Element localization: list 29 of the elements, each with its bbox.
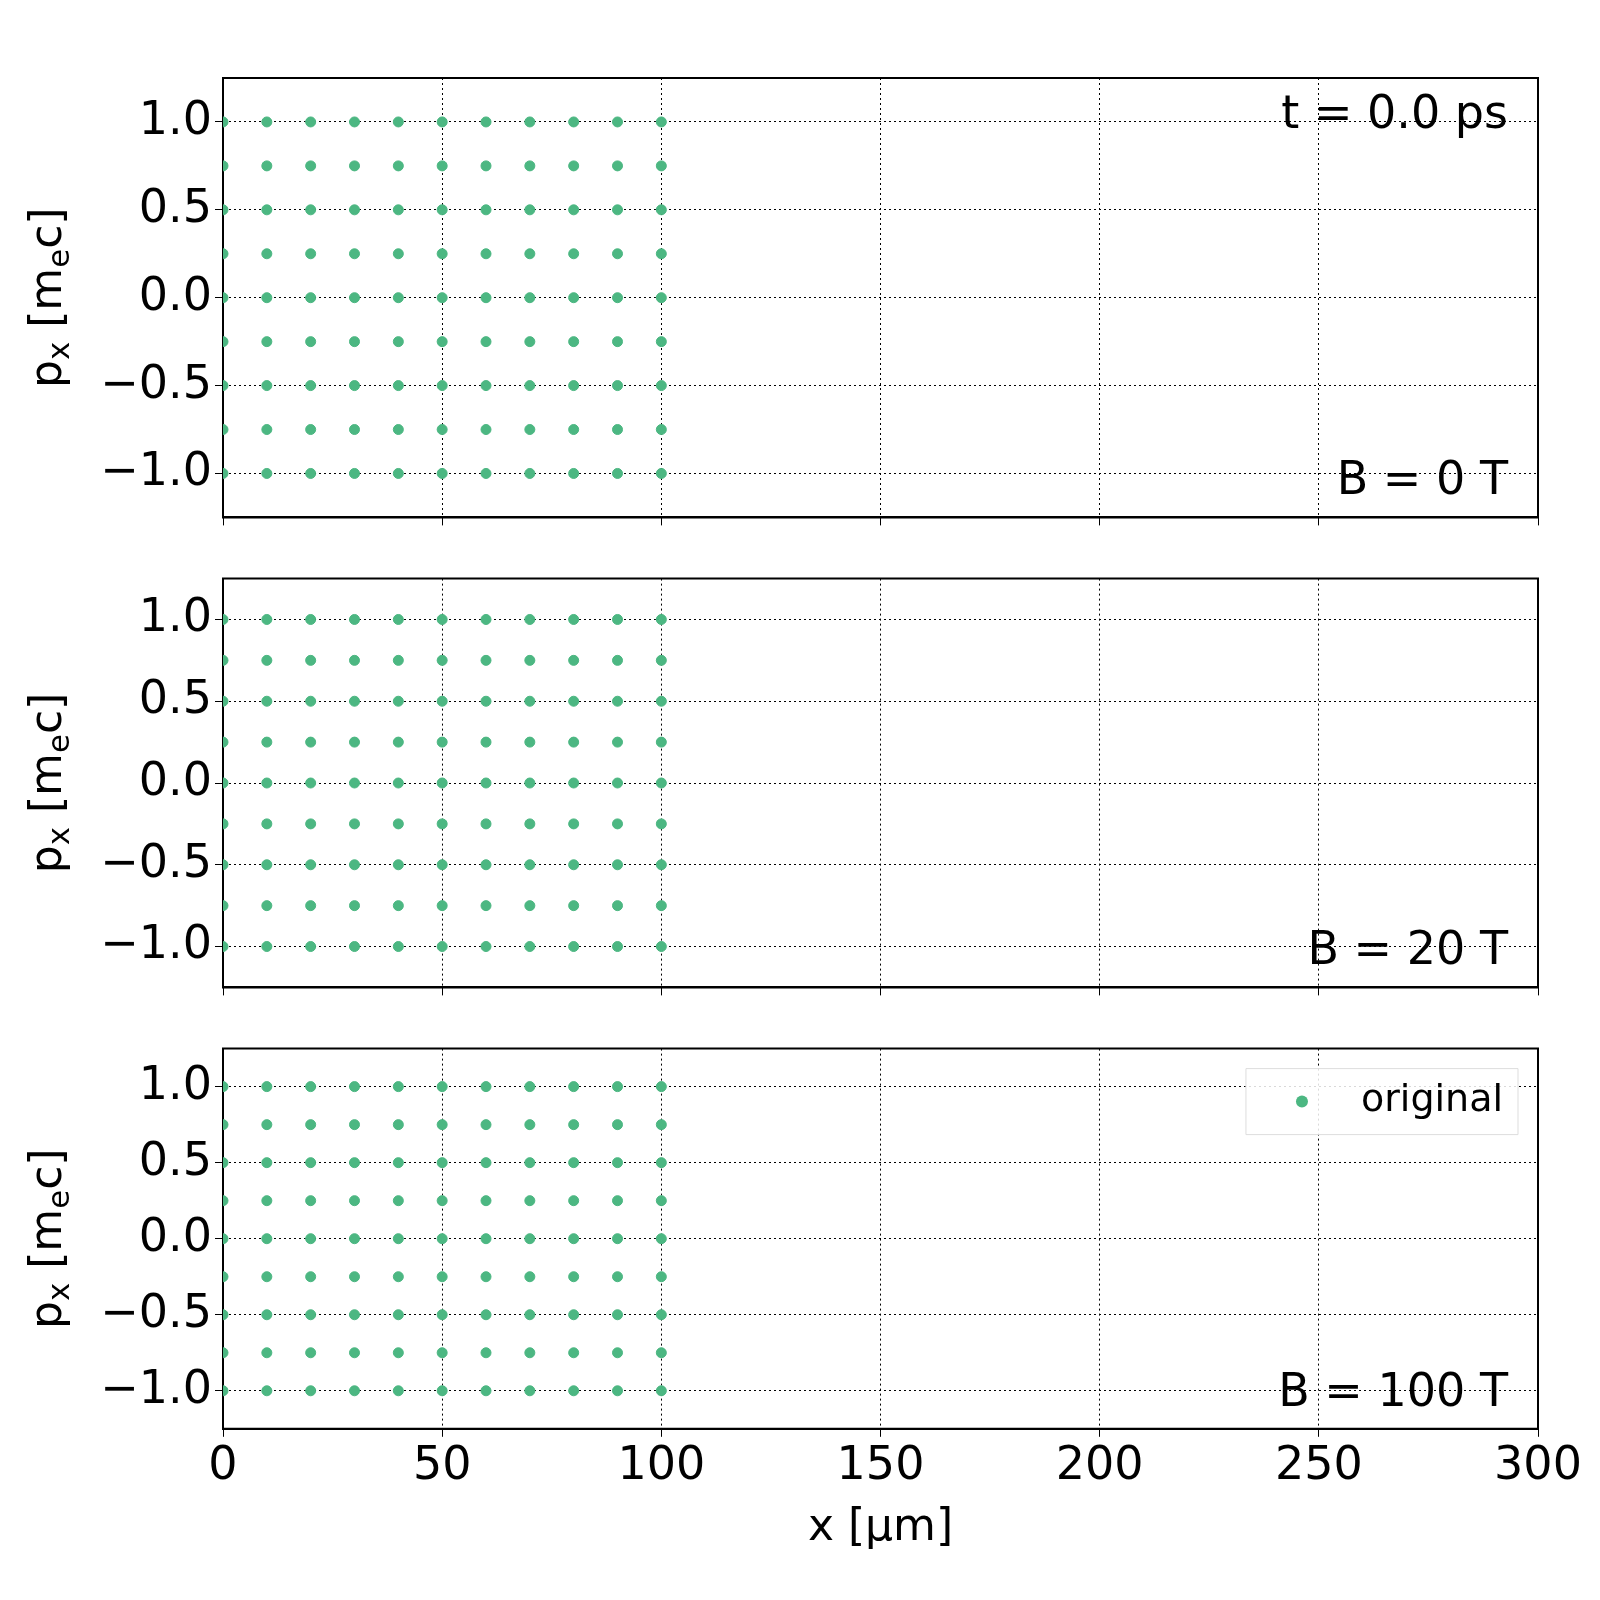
y-tick-label: 0.0 bbox=[138, 1207, 212, 1262]
x-axis-title: x [μm] bbox=[807, 1499, 954, 1551]
y-axis-title: px [mec] bbox=[20, 1148, 77, 1329]
y-tick-label: 1.0 bbox=[138, 588, 212, 643]
y-axis-title: px [mec] bbox=[20, 207, 77, 388]
y-tick-label: −0.5 bbox=[100, 354, 212, 409]
x-tick-label: 300 bbox=[1494, 1436, 1582, 1491]
x-tick-label: 50 bbox=[412, 1436, 472, 1491]
y-tick-label: −1.0 bbox=[100, 1359, 212, 1414]
x-tick-label: 250 bbox=[1274, 1436, 1363, 1491]
y-axis-title: px [mec] bbox=[20, 692, 77, 874]
annotation: t = 0.0 ps bbox=[1281, 84, 1508, 139]
y-tick-label: 0.5 bbox=[138, 178, 212, 233]
y-tick-label: −1.0 bbox=[100, 915, 212, 970]
y-tick-label: 0.5 bbox=[138, 670, 212, 725]
annotation: B = 100 T bbox=[1278, 1362, 1509, 1417]
legend-label: original bbox=[1360, 1076, 1504, 1121]
y-tick-label: 1.0 bbox=[138, 90, 212, 145]
x-tick-label: 100 bbox=[617, 1436, 706, 1491]
y-tick-label: 1.0 bbox=[138, 1055, 212, 1110]
x-tick-label: 0 bbox=[208, 1436, 238, 1491]
y-tick-label: 0.0 bbox=[138, 266, 212, 321]
x-tick-label: 150 bbox=[836, 1436, 925, 1491]
y-tick-label: −1.0 bbox=[100, 442, 212, 497]
y-tick-label: −0.5 bbox=[100, 1283, 212, 1338]
y-tick-label: 0.5 bbox=[138, 1131, 212, 1186]
y-tick-label: 0.0 bbox=[138, 751, 212, 806]
y-tick-label: −0.5 bbox=[100, 833, 212, 888]
x-tick-label: 200 bbox=[1055, 1436, 1144, 1491]
